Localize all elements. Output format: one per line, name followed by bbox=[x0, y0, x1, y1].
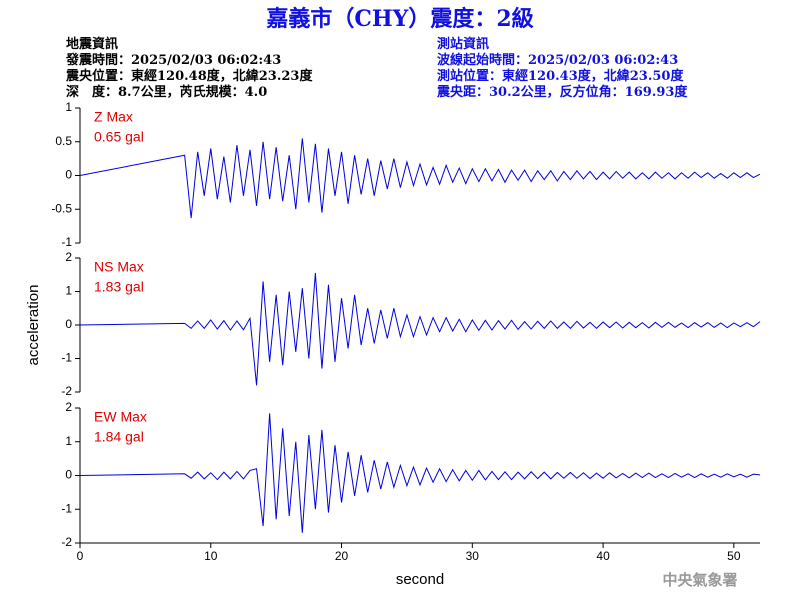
waveform bbox=[79, 273, 761, 386]
y-tick-label: 0.5 bbox=[55, 134, 72, 148]
info-line: 深 度：8.7公里，芮氏規模：4.0 bbox=[66, 84, 267, 100]
x-tick-label: 30 bbox=[466, 549, 480, 563]
y-tick-label: -2 bbox=[61, 535, 72, 549]
info-line: 地震資訊 bbox=[66, 36, 118, 52]
x-tick-label: 40 bbox=[596, 549, 610, 563]
footer: 中央氣象署 bbox=[662, 571, 737, 589]
x-tick-label: 10 bbox=[204, 549, 218, 563]
panel-label: EW Max bbox=[94, 409, 147, 425]
chart-title: 嘉義市（CHY）震度：2級 bbox=[266, 6, 533, 32]
y-tick-label: -1 bbox=[61, 235, 72, 249]
x-axis-label: second bbox=[396, 571, 444, 588]
x-tick-label: 0 bbox=[77, 549, 84, 563]
waveform bbox=[79, 413, 761, 533]
y-tick-label: 0 bbox=[65, 168, 72, 182]
max-label: 1.83 gal bbox=[94, 279, 144, 295]
y-tick-label: -0.5 bbox=[51, 201, 72, 215]
y-tick-label: 1 bbox=[65, 434, 72, 448]
info-line: 震央位置：東經120.48度，北緯23.23度 bbox=[65, 68, 313, 84]
waveform bbox=[79, 138, 761, 219]
x-tick-label: 50 bbox=[727, 549, 741, 563]
x-tick-label: 20 bbox=[335, 549, 349, 563]
max-label: 1.84 gal bbox=[94, 429, 144, 445]
y-tick-label: -2 bbox=[61, 384, 72, 398]
info-line: 發震時間：2025/02/03 06:02:43 bbox=[65, 52, 281, 68]
info-line: 震央距：30.2公里，反方位角：169.93度 bbox=[436, 84, 688, 100]
y-tick-label: -1 bbox=[61, 501, 72, 515]
info-line: 波線起始時間：2025/02/03 06:02:43 bbox=[437, 52, 678, 68]
y-tick-label: 0 bbox=[65, 317, 72, 331]
y-tick-label: -1 bbox=[61, 351, 72, 365]
panel-label: Z Max bbox=[94, 109, 133, 125]
max-label: 0.65 gal bbox=[94, 129, 144, 145]
info-line: 測站資訊 bbox=[437, 36, 489, 52]
y-tick-label: 1 bbox=[65, 100, 72, 114]
y-tick-label: 2 bbox=[65, 400, 72, 414]
y-axis-label: acceleration bbox=[25, 285, 42, 366]
info-line: 測站位置：東經120.43度，北緯23.50度 bbox=[437, 68, 684, 84]
y-tick-label: 2 bbox=[65, 250, 72, 264]
y-tick-label: 0 bbox=[65, 468, 72, 482]
y-tick-label: 1 bbox=[65, 284, 72, 298]
panel-label: NS Max bbox=[94, 259, 144, 275]
